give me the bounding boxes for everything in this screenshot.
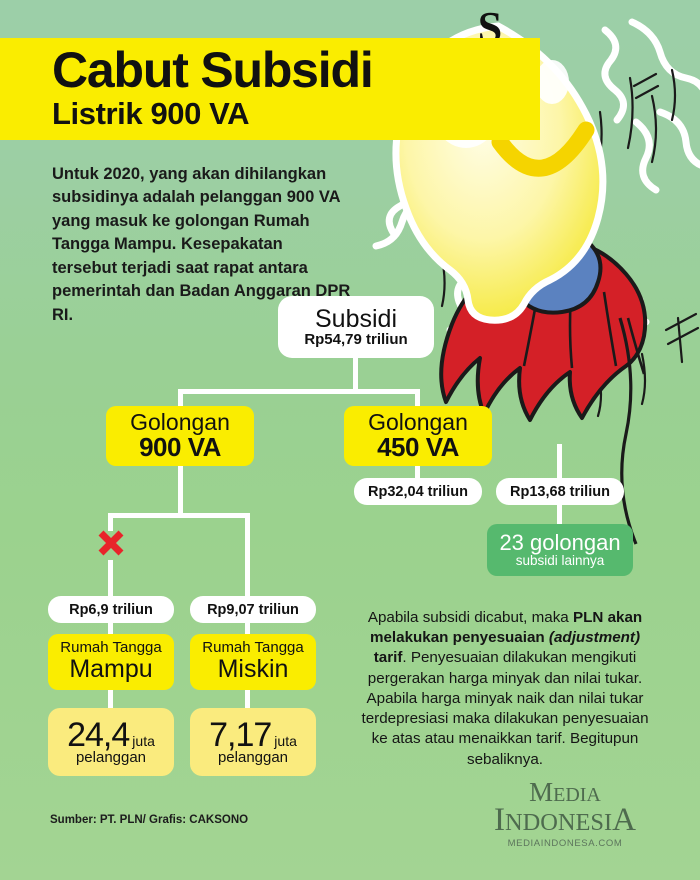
rtm-line2: Mampu [69, 655, 153, 684]
body-lead: Apabila subsidi dicabut, maka [367, 609, 573, 626]
amount-rp-6-9: Rp6,9 triliun [48, 596, 174, 623]
connector-450-right-stem [557, 444, 562, 484]
body-italic: (adjustment) [548, 629, 641, 647]
amount-rp-13-68: Rp13,68 triliun [496, 478, 624, 505]
connector-900-horizontal [108, 513, 250, 518]
stat-mampu-number: 24,4 [67, 715, 130, 754]
logo-line-indonesia: INDONESIA [494, 801, 636, 838]
golongan-450-line1: Golongan [368, 408, 468, 435]
rtm-line1: Rumah Tangga [60, 639, 162, 657]
connector-900-left-drop [108, 513, 113, 531]
stat-mampu-sub: pelanggan [75, 748, 147, 766]
node-rumah-tangga-miskin: Rumah Tangga Miskin [190, 634, 316, 690]
connector-900-stem [178, 464, 183, 516]
node-golongan-900: Golongan 900 VA [106, 406, 254, 466]
connector-rtm-down [108, 686, 113, 712]
logo-line-media: MEDIA [529, 777, 601, 807]
connector-900-left-drop2 [108, 560, 113, 600]
rtk-line1: Rumah Tangga [202, 639, 304, 657]
rtk-line2: Miskin [217, 655, 289, 684]
golongan-900-line2: 900 VA [139, 431, 221, 462]
node-23-golongan: 23 golongan subsidi lainnya [487, 524, 633, 576]
logo-url: MEDIAINDONESA.COM [507, 838, 623, 850]
node-subsidi: Subsidi Rp54,79 triliun [278, 296, 434, 358]
page-subtitle: Listrik 900 VA [52, 96, 250, 131]
stat-miskin-number: 7,17 [209, 715, 272, 754]
amount-rp-32-04: Rp32,04 triliun [354, 478, 482, 505]
stat-mampu-pelanggan: 24,4 juta pelanggan [48, 708, 174, 776]
node-golongan-450: Golongan 450 VA [344, 406, 492, 466]
connector-root-stem [353, 356, 358, 392]
body-rest: . Penyesuaian dilakukan mengikuti perger… [361, 649, 649, 768]
stat-miskin-pelanggan: 7,17 juta pelanggan [190, 708, 316, 776]
node-subsidi-label: Subsidi [315, 304, 397, 333]
connector-450-stem [415, 464, 420, 482]
node-23-line2: subsidi lainnya [515, 553, 605, 569]
golongan-450-line2: 450 VA [377, 431, 459, 462]
connector-drop-450 [415, 389, 420, 409]
amount-rp-9-07: Rp9,07 triliun [190, 596, 316, 623]
node-subsidi-value: Rp54,79 triliun [304, 330, 408, 348]
connector-900-right-drop [245, 513, 250, 599]
x-mark-icon [98, 530, 124, 556]
body-bold-2: tarif [373, 649, 403, 667]
page-title: Cabut Subsidi [52, 42, 374, 98]
connector-rp907-down [245, 620, 250, 638]
connector-drop-900 [178, 389, 183, 409]
node-rumah-tangga-mampu: Rumah Tangga Mampu [48, 634, 174, 690]
connector-rp69-down [108, 620, 113, 638]
connector-rtk-down [245, 686, 250, 712]
media-indonesia-logo: MEDIA INDONESIA MEDIAINDONESA.COM [465, 777, 665, 850]
connector-23-down [557, 502, 562, 530]
stat-mampu-unit: juta [132, 732, 155, 749]
stat-miskin-unit: juta [274, 732, 297, 749]
body-paragraph: Apabila subsidi dicabut, maka PLN akan m… [352, 608, 658, 770]
golongan-900-line1: Golongan [130, 408, 230, 435]
node-23-line1: 23 golongan [499, 530, 621, 556]
source-credit: Sumber: PT. PLN/ Grafis: CAKSONO [50, 814, 249, 826]
body-bold-1: PLN akan melakukan penyesuaian [369, 609, 643, 647]
intro-paragraph: Untuk 2020, yang akan dihilangkan subsid… [52, 165, 351, 324]
connector-root-horizontal [178, 389, 420, 394]
stat-miskin-sub: pelanggan [217, 748, 289, 766]
